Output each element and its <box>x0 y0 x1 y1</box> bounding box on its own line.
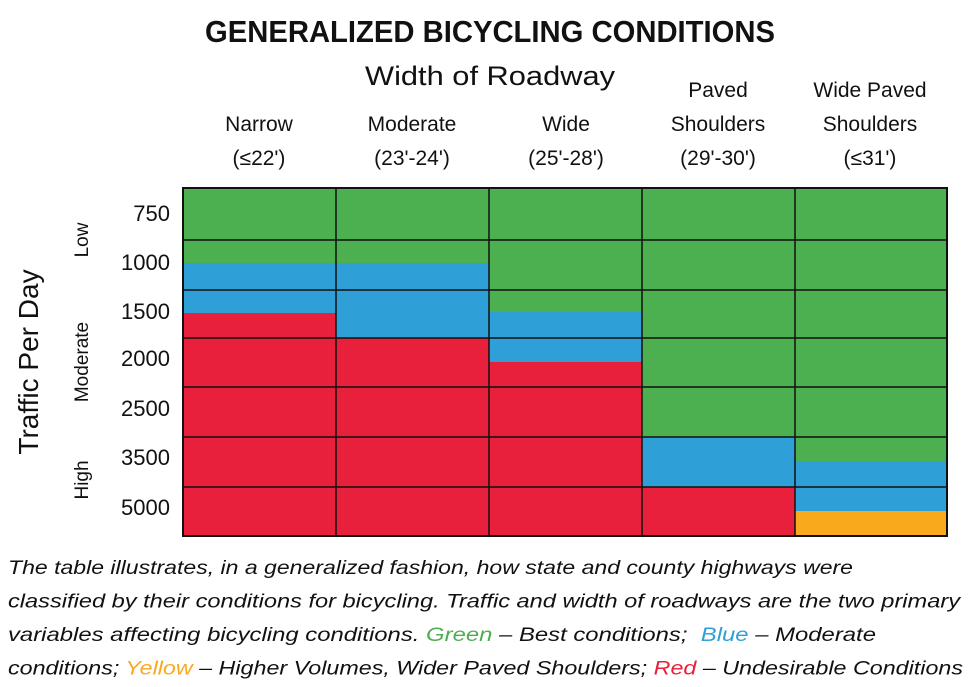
row-label: 2000 <box>121 346 170 371</box>
title: GENERALIZED BICYCLING CONDITIONS <box>205 14 775 49</box>
column-header: (25'-28') <box>528 147 604 170</box>
grid <box>182 187 948 537</box>
column-header: Wide Paved <box>813 79 926 102</box>
caption-text: – Best conditions; <box>492 625 700 646</box>
column-header: Shoulders <box>823 113 918 136</box>
column-header: Narrow <box>225 113 294 136</box>
subtitle: Width of Roadway <box>365 61 616 91</box>
caption-text: classified by their conditions for bicyc… <box>8 592 962 613</box>
row-label: 2500 <box>121 396 170 421</box>
caption-text: conditions; <box>8 659 125 680</box>
column-header: Shoulders <box>671 113 766 136</box>
row-label: 1500 <box>121 299 170 324</box>
caption-text: The table illustrates, in a generalized … <box>8 558 853 579</box>
column-header: (≤31') <box>844 147 897 170</box>
row-label: 3500 <box>121 445 170 470</box>
caption-line: conditions; Yellow – Higher Volumes, Wid… <box>8 659 964 680</box>
caption-text: Yellow <box>125 659 194 680</box>
caption-text: Green <box>426 625 492 646</box>
column-header: (29'-30') <box>680 147 756 170</box>
caption-text: – Moderate <box>749 625 876 646</box>
column-header: Moderate <box>368 113 457 136</box>
y-axis-title: Traffic Per Day <box>13 269 44 454</box>
row-label: 5000 <box>121 495 170 520</box>
column-header: (≤22') <box>233 147 286 170</box>
column-header: Paved <box>688 79 748 102</box>
row-group: High <box>72 460 93 499</box>
caption-text: Blue <box>701 625 749 646</box>
caption-text: variables affecting bicycling conditions… <box>8 625 426 646</box>
column-header: (23'-24') <box>374 147 450 170</box>
row-group: Moderate <box>72 322 93 402</box>
caption-line: classified by their conditions for bicyc… <box>8 592 962 613</box>
row-label: 750 <box>133 201 170 226</box>
row-group: Low <box>72 222 93 257</box>
caption-text: – Undesirable Conditions <box>696 659 963 680</box>
column-header: Wide <box>542 113 590 136</box>
caption-text: – Higher Volumes, Wider Paved Shoulders; <box>193 659 654 680</box>
caption-line: variables affecting bicycling conditions… <box>8 625 876 646</box>
caption-text: Red <box>654 659 698 680</box>
row-label: 1000 <box>121 250 170 275</box>
caption-line: The table illustrates, in a generalized … <box>8 558 853 579</box>
